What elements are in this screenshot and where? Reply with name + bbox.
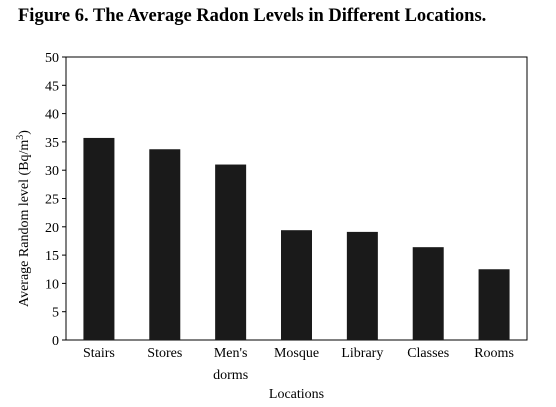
y-tick-label: 25 [45,193,59,208]
y-tick-label: 5 [52,306,59,321]
bar-mosque [281,230,312,340]
bar-library [346,231,378,340]
x-tick-label: Rooms [474,346,514,361]
x-tick-label: Stores [147,346,182,361]
y-tick-label: 50 [45,51,59,66]
x-tick-label: Stairs [83,346,115,361]
y-tick-label: 10 [45,277,59,292]
bar-rooms [478,269,510,340]
bar-men-s-dorms [215,164,247,340]
bar-classes [412,247,444,340]
chart-title: Figure 6. The Average Radon Levels in Di… [18,6,487,26]
x-tick-label: Library [341,346,383,361]
bar-stores [149,149,181,340]
y-tick-label: 40 [45,108,59,123]
y-tick-label: 45 [45,79,59,94]
x-axis-title: Locations [269,387,324,402]
y-tick-label: 30 [45,164,59,179]
y-tick-label: 20 [45,221,59,236]
x-tick-label: Classes [407,346,449,361]
y-axis-title: Average Random level (Bq/m3) [15,130,33,307]
y-tick-label: 0 [52,334,59,349]
y-tick-label: 15 [45,249,59,264]
bar-stairs [83,137,115,340]
y-tick-label: 35 [45,136,59,151]
x-tick-label: Mosque [274,346,319,361]
x-tick-label: Men's dorms [213,346,248,383]
